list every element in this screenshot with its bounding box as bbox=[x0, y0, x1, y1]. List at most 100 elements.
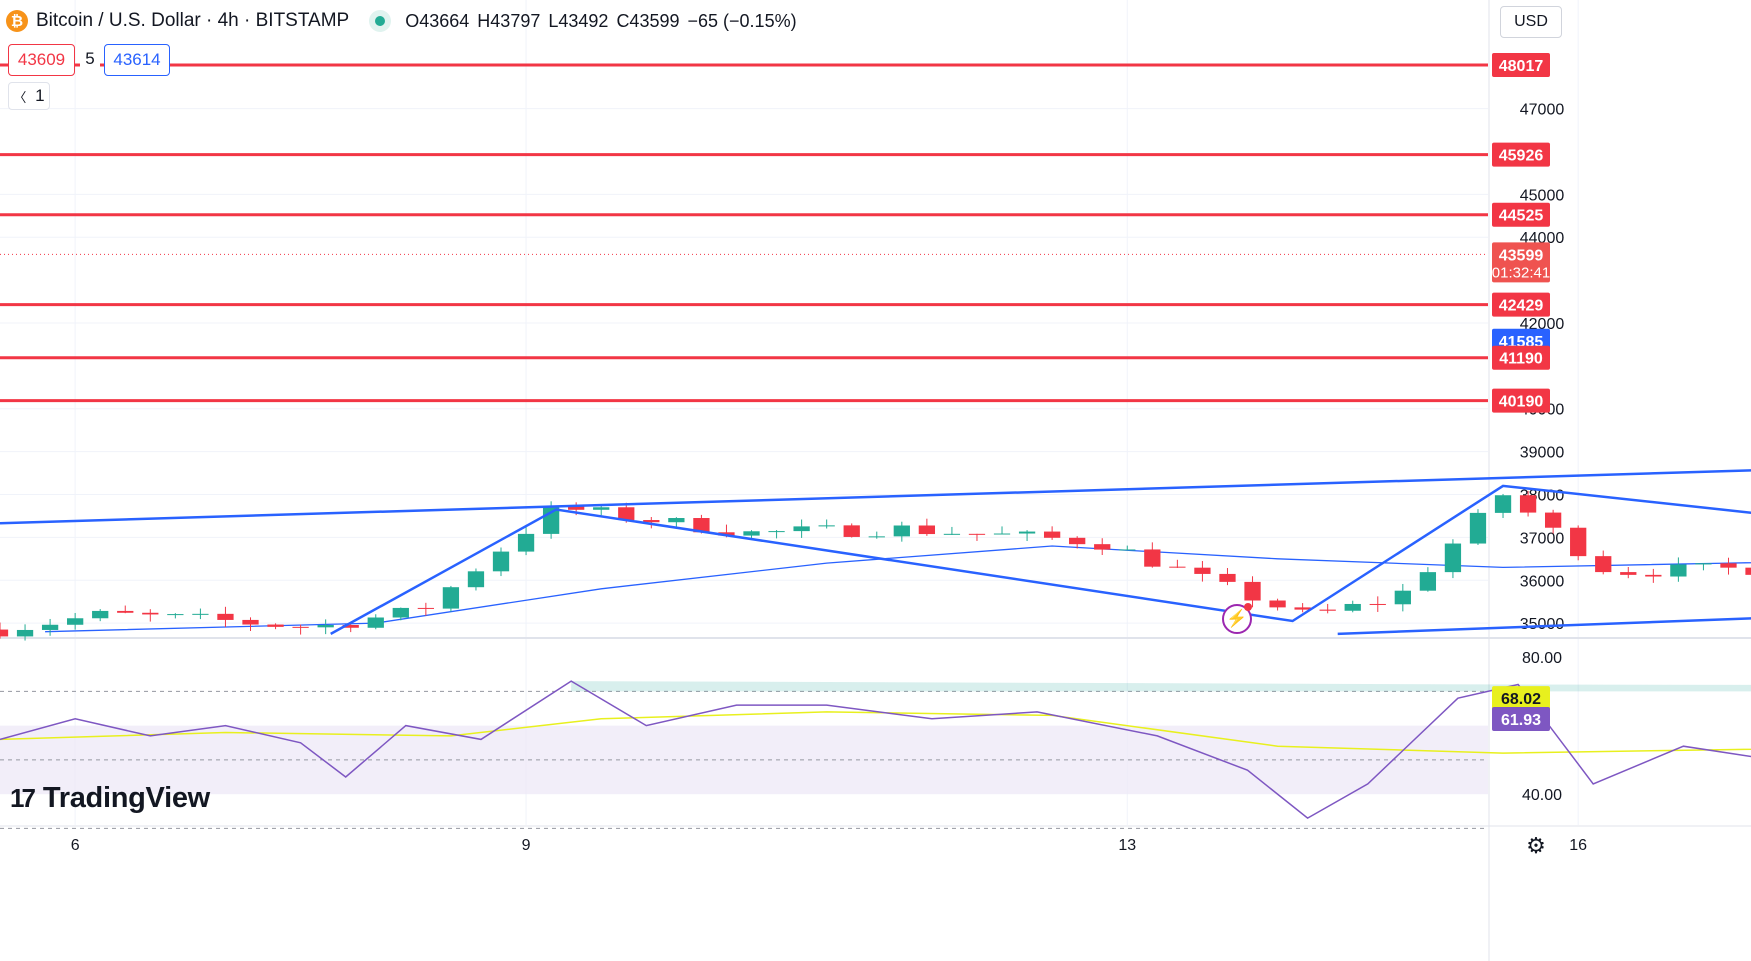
candle-body bbox=[943, 533, 961, 535]
candle-body bbox=[693, 518, 710, 533]
symbol-title[interactable]: Bitcoin / U.S. Dollar · 4h · BITSTAMP bbox=[36, 10, 350, 31]
candle-body bbox=[1018, 531, 1036, 534]
candle-body bbox=[1219, 573, 1236, 582]
price-label-box bbox=[1492, 202, 1550, 227]
price-tick-label: 37000 bbox=[1520, 530, 1565, 547]
currency-selector[interactable]: USD bbox=[1500, 6, 1562, 38]
candle-body bbox=[743, 531, 760, 536]
price-label-box bbox=[1492, 52, 1550, 77]
time-tick-label: 13 bbox=[1118, 837, 1136, 854]
indicator-count: 1 bbox=[35, 86, 45, 105]
candle-body bbox=[593, 507, 610, 510]
candle-body bbox=[242, 619, 259, 625]
low-value: L43492 bbox=[548, 10, 609, 31]
candle-body bbox=[1169, 566, 1186, 568]
candle-body bbox=[1494, 495, 1512, 513]
candle-body bbox=[117, 610, 134, 613]
price-label: 40190 bbox=[1499, 394, 1544, 411]
price-label-box bbox=[1492, 292, 1550, 317]
candle-body bbox=[467, 571, 485, 588]
candle-body bbox=[16, 629, 34, 637]
candle-body bbox=[1670, 564, 1687, 577]
price-label: 41190 bbox=[1499, 351, 1543, 368]
sell-button[interactable]: 43609 bbox=[8, 44, 75, 76]
high-value: H43797 bbox=[477, 10, 541, 31]
price-tick-label: 45000 bbox=[1520, 187, 1565, 204]
candle-body bbox=[1444, 543, 1462, 573]
candle-body bbox=[1244, 581, 1261, 601]
indicator-toggle[interactable]: 〈 1 bbox=[8, 82, 50, 110]
candle-body bbox=[618, 507, 635, 521]
candle-body bbox=[1094, 544, 1111, 550]
candle-body bbox=[392, 607, 409, 618]
price-label-box bbox=[1492, 242, 1550, 283]
candle-body bbox=[1720, 563, 1737, 568]
candle-body bbox=[1620, 572, 1637, 575]
candle-body bbox=[267, 624, 284, 627]
candle-body bbox=[1144, 549, 1161, 567]
gear-icon[interactable]: ⚙ bbox=[1526, 833, 1546, 858]
spread-value: 5 bbox=[80, 44, 100, 74]
currency-label: USD bbox=[1514, 13, 1548, 30]
candle-body bbox=[918, 525, 936, 535]
candle-body bbox=[1645, 574, 1662, 577]
market-status-icon bbox=[369, 10, 392, 32]
candle-body bbox=[1119, 549, 1136, 551]
rsi-ma-line bbox=[0, 711, 1751, 754]
candle-body bbox=[342, 625, 359, 628]
candle-body bbox=[868, 536, 885, 538]
candle-body bbox=[568, 506, 585, 510]
candle-body bbox=[818, 525, 835, 527]
price-label-box bbox=[1492, 345, 1550, 370]
candle-body bbox=[1570, 527, 1587, 557]
symbol-header[interactable]: ₿ Bitcoin / U.S. Dollar · 4h · BITSTAMP … bbox=[6, 8, 797, 34]
candle-body bbox=[968, 533, 986, 535]
candle-body bbox=[1394, 590, 1411, 605]
rsi-label-box bbox=[1492, 707, 1550, 732]
candle-body bbox=[417, 607, 434, 609]
candle-body bbox=[1544, 512, 1562, 528]
time-tick-label: 9 bbox=[522, 837, 531, 854]
rsi-line bbox=[0, 680, 1751, 820]
candle-body bbox=[643, 520, 660, 523]
candle-body bbox=[1369, 603, 1386, 605]
candle-body bbox=[718, 532, 735, 536]
buy-button[interactable]: 43614 bbox=[104, 44, 170, 76]
candle-body bbox=[1595, 556, 1612, 573]
price-label-box bbox=[1492, 142, 1550, 167]
zigzag-projection-line bbox=[330, 484, 1751, 635]
price-tick-label: 42000 bbox=[1520, 316, 1565, 333]
candle-body bbox=[1319, 609, 1336, 611]
candle-body bbox=[41, 624, 59, 630]
candle-body bbox=[192, 613, 209, 615]
candle-body bbox=[1043, 531, 1061, 538]
price-tick-label: 47000 bbox=[1520, 102, 1565, 119]
lightning-icon[interactable]: ⚡ bbox=[1222, 603, 1252, 634]
channel-lower-line bbox=[1337, 617, 1751, 636]
candle-body bbox=[843, 525, 860, 537]
moving-average-line bbox=[45, 545, 1751, 633]
candle-body bbox=[0, 629, 9, 637]
candle-body bbox=[442, 587, 460, 609]
candle-body bbox=[1269, 600, 1286, 608]
candle-body bbox=[142, 612, 159, 615]
candle-body bbox=[1069, 537, 1086, 545]
candle-body bbox=[1194, 567, 1211, 574]
price-tick-label: 36000 bbox=[1520, 573, 1565, 590]
close-value: C43599 bbox=[616, 10, 680, 31]
candle-body bbox=[1419, 572, 1437, 591]
notification-dot bbox=[1244, 603, 1252, 611]
price-tick-label: 35000 bbox=[1520, 616, 1565, 633]
candle-body bbox=[993, 533, 1011, 535]
candle-body bbox=[793, 526, 810, 532]
candle-body bbox=[367, 617, 384, 628]
candle-body bbox=[217, 613, 234, 620]
collapse-icon: 〈 bbox=[13, 89, 27, 105]
candle-body bbox=[517, 533, 535, 552]
candle-body bbox=[1745, 567, 1751, 575]
rsi-tick-label: 80.00 bbox=[1522, 650, 1562, 667]
price-label: 45926 bbox=[1499, 148, 1544, 165]
time-tick-label: 6 bbox=[71, 837, 80, 854]
time-tick-label: 16 bbox=[1569, 837, 1587, 854]
